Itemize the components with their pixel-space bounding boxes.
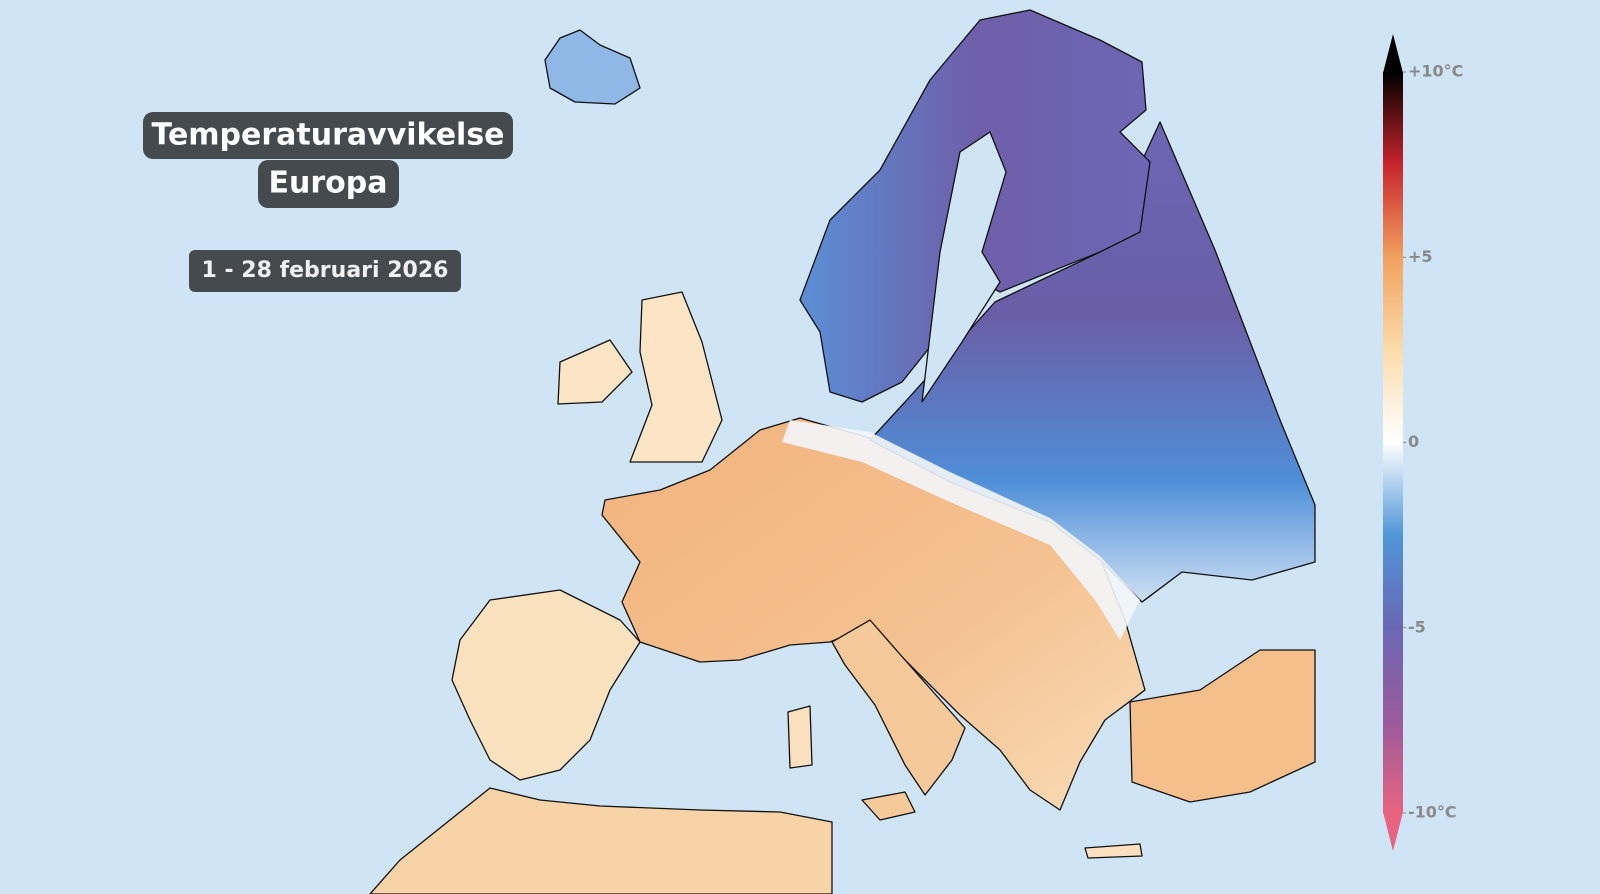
date-label: 1 - 28 februari 2026 <box>202 258 449 283</box>
colorbar-tick-label: -5 <box>1408 617 1426 636</box>
title-line: Temperaturavvikelse <box>151 118 504 153</box>
land-layer <box>369 9 1316 894</box>
date-box <box>189 250 461 292</box>
ireland <box>557 339 633 405</box>
italy <box>831 619 966 796</box>
iceland <box>544 29 641 105</box>
title-box <box>258 160 399 208</box>
great-britain <box>629 291 723 463</box>
africa <box>369 787 833 894</box>
colorbar-tick-label: +10°C <box>1408 62 1463 81</box>
colorbar: +10°C +5 0 -5 -10°C <box>1383 34 1463 851</box>
iberia <box>451 589 641 781</box>
sardinia <box>787 705 813 769</box>
title-line: Europa <box>269 166 388 201</box>
turkey <box>1129 649 1316 803</box>
colorbar-extend-min <box>1383 812 1403 851</box>
colorbar-extend-max <box>1383 34 1403 73</box>
title-box <box>143 112 513 159</box>
colorbar-tick-label: -10°C <box>1408 803 1457 822</box>
gulf-of-bothnia <box>921 131 1007 403</box>
colorbar-tick-label: +5 <box>1408 247 1433 266</box>
colorbar-scale <box>1383 72 1403 813</box>
transition-band <box>782 420 1140 640</box>
sicily <box>861 791 916 821</box>
title-block: Temperaturavvikelse Europa 1 - 28 februa… <box>143 112 513 292</box>
crete <box>1084 843 1143 859</box>
colorbar-tick-label: 0 <box>1408 432 1419 451</box>
